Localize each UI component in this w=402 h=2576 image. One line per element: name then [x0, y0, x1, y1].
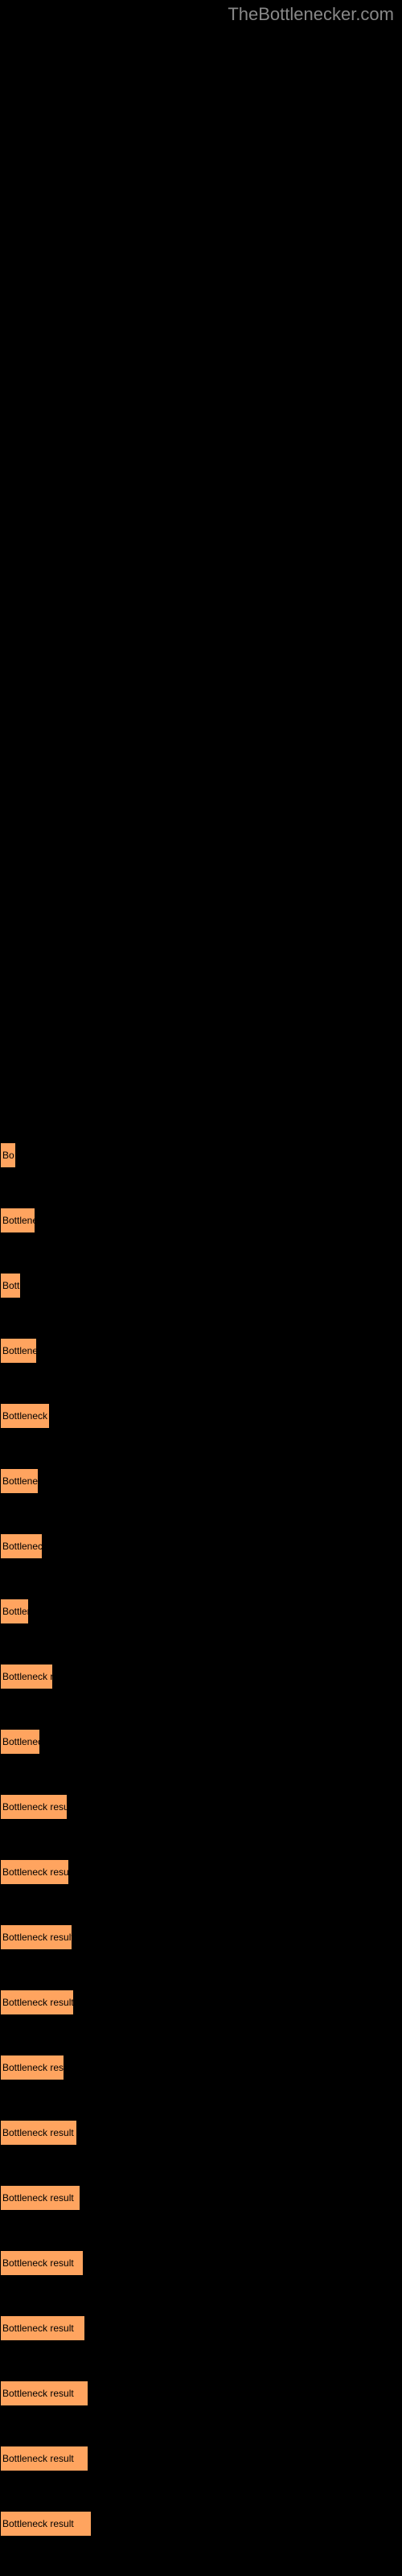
bar-row: Bottler: [0, 1599, 402, 1624]
bar-label: Bott: [2, 1280, 19, 1291]
chart-bar: Bottleneck result: [0, 2446, 88, 2471]
bar-row: Bottleneck result: [0, 2381, 402, 2406]
bar-row: Bottleneck result: [0, 2120, 402, 2146]
bar-label: Bottleneck result: [2, 2192, 74, 2204]
bar-row: Bottlenec: [0, 1729, 402, 1755]
bar-row: Bottlene: [0, 1468, 402, 1494]
bar-row: Bottleneck result: [0, 1990, 402, 2015]
bar-row: Bottleneck re: [0, 1664, 402, 1689]
bar-row: Bott: [0, 1273, 402, 1298]
bar-row: Bottleneck result: [0, 2315, 402, 2341]
bar-row: Bottleneck resu: [0, 2055, 402, 2080]
chart-bar: Bottleneck result: [0, 2120, 77, 2146]
bar-label: Bottleneck result: [2, 2323, 74, 2334]
chart-bar: Bottlene: [0, 1468, 39, 1494]
chart-bar: Bottleneck resu: [0, 2055, 64, 2080]
chart-bar: Bo: [0, 1142, 16, 1168]
bar-label: Bottleneck re: [2, 1671, 53, 1682]
bar-label: Bottleneck resu: [2, 2062, 64, 2073]
bar-label: Bottleneck result: [2, 2453, 74, 2464]
bar-row: Bo: [0, 1142, 402, 1168]
bar-row: Bottleneck result: [0, 1859, 402, 1885]
chart-bar: Bottleneck result: [0, 1990, 74, 2015]
bar-label: Bottleneck result: [2, 2257, 74, 2269]
bar-row: Bottleneck: [0, 1533, 402, 1559]
bar-label: Bottler: [2, 1606, 29, 1617]
bar-label: Bottlene: [2, 1475, 38, 1487]
bar-label: Bo: [2, 1150, 14, 1161]
chart-bar: Bottlene: [0, 1338, 37, 1364]
bar-row: Bottleneck result: [0, 2446, 402, 2471]
bar-row: Bottleneck r: [0, 1403, 402, 1429]
watermark-text: TheBottlenecker.com: [228, 4, 394, 25]
chart-bar: Bottleneck result: [0, 2250, 84, 2276]
bar-row: Bottlene: [0, 1208, 402, 1233]
chart-bar: Bottleneck result: [0, 1924, 72, 1950]
chart-bar: Bottleneck r: [0, 1403, 50, 1429]
chart-bar: Bottleneck result: [0, 1794, 68, 1820]
bar-label: Bottlene: [2, 1345, 37, 1356]
chart-bar: Bottleneck: [0, 1533, 43, 1559]
chart-bar: Bottlenec: [0, 1729, 40, 1755]
bar-label: Bottleneck: [2, 1541, 43, 1552]
bar-label: Bottleneck result: [2, 2127, 74, 2138]
bar-label: Bottleneck result: [2, 1932, 72, 1943]
bar-row: Bottleneck result: [0, 2250, 402, 2276]
bar-label: Bottlenec: [2, 1736, 40, 1747]
bar-row: Bottleneck result: [0, 2511, 402, 2537]
bar-label: Bottleneck result: [2, 2518, 74, 2529]
bar-chart: Bo Bottlene Bott Bottlene Bottleneck r Bottle…: [0, 1142, 402, 2576]
chart-bar: Bottleneck result: [0, 2381, 88, 2406]
chart-bar: Bott: [0, 1273, 21, 1298]
chart-bar: Bottleneck result: [0, 2511, 92, 2537]
bar-row: Bottleneck result: [0, 1794, 402, 1820]
bar-label: Bottleneck result: [2, 2388, 74, 2399]
chart-bar: Bottleneck result: [0, 1859, 69, 1885]
bar-label: Bottleneck result: [2, 1997, 74, 2008]
bar-label: Bottleneck result: [2, 1801, 68, 1813]
chart-bar: Bottleneck result: [0, 2185, 80, 2211]
bar-row: Bottleneck result: [0, 1924, 402, 1950]
bar-label: Bottlene: [2, 1215, 35, 1226]
chart-bar: Bottleneck result: [0, 2315, 85, 2341]
chart-bar: Bottler: [0, 1599, 29, 1624]
bar-row: Bottlene: [0, 1338, 402, 1364]
chart-bar: Bottlene: [0, 1208, 35, 1233]
bar-row: Bottleneck result: [0, 2185, 402, 2211]
bar-label: Bottleneck result: [2, 1866, 69, 1878]
chart-bar: Bottleneck re: [0, 1664, 53, 1689]
bar-label: Bottleneck r: [2, 1410, 50, 1422]
